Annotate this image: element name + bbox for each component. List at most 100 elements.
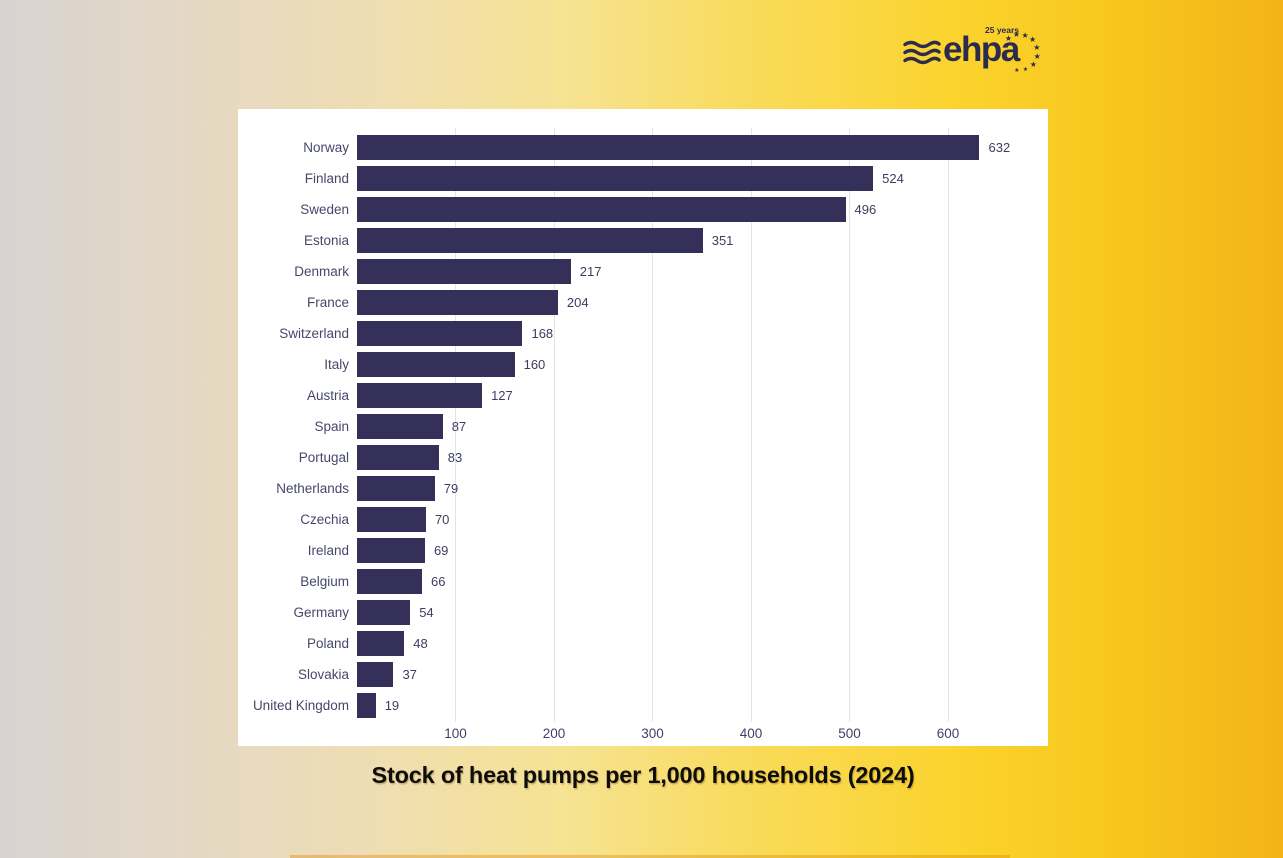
value-label: 70 xyxy=(434,512,450,527)
waves-icon xyxy=(903,40,941,71)
gridline xyxy=(455,128,457,722)
chart-row: Netherlands 79 xyxy=(238,473,1048,504)
value-label: 496 xyxy=(854,202,877,217)
category-label: United Kingdom xyxy=(252,698,349,713)
category-label: Denmark xyxy=(294,264,349,279)
bar xyxy=(357,476,435,501)
value-label: 69 xyxy=(433,543,449,558)
bar xyxy=(357,507,426,532)
category-label: Estonia xyxy=(303,233,349,248)
chart-row: Poland 48 xyxy=(238,628,1048,659)
x-tick-label: 200 xyxy=(542,726,566,741)
value-label: 66 xyxy=(431,574,446,589)
value-label: 48 xyxy=(413,636,428,651)
category-label: Italy xyxy=(324,357,349,372)
star-icon: ★ xyxy=(1029,59,1037,69)
star-icon: ★ xyxy=(1012,30,1021,40)
plot-area: Norway 632 Finland 524 Sweden 496 Estonia 351 De… xyxy=(238,109,1048,746)
value-label: 127 xyxy=(491,388,513,403)
value-label: 87 xyxy=(451,419,467,434)
bar xyxy=(357,321,523,346)
category-label: Netherlands xyxy=(276,481,349,496)
star-icon: ★ xyxy=(1033,51,1041,61)
x-tick-label: 300 xyxy=(641,726,664,741)
chart-row: Czechia 70 xyxy=(238,504,1048,535)
bar xyxy=(357,166,874,191)
chart-row: Slovakia 37 xyxy=(238,659,1048,690)
bar xyxy=(357,228,703,253)
chart-row: Germany 54 xyxy=(238,597,1048,628)
bar xyxy=(357,693,376,718)
bar xyxy=(357,414,443,439)
bar xyxy=(357,662,394,687)
bar xyxy=(357,445,439,470)
chart-row: Belgium 66 xyxy=(238,566,1048,597)
category-label: Germany xyxy=(293,605,349,620)
category-label: Norway xyxy=(303,140,349,155)
bottom-edge-strip xyxy=(290,855,1010,858)
bar xyxy=(357,197,846,222)
category-label: France xyxy=(306,295,349,310)
gridline xyxy=(849,128,851,722)
bar xyxy=(357,290,558,315)
bar xyxy=(357,600,411,625)
chart-row: Italy 160 xyxy=(238,349,1048,380)
bar xyxy=(357,135,980,160)
value-label: 19 xyxy=(384,698,400,713)
category-label: Belgium xyxy=(300,574,349,589)
chart-row: Portugal 83 xyxy=(238,442,1048,473)
bar xyxy=(357,569,422,594)
bar xyxy=(357,631,405,656)
bar xyxy=(357,259,571,284)
chart-row: France 204 xyxy=(238,287,1048,318)
value-label: 524 xyxy=(882,171,904,186)
x-tick-label: 400 xyxy=(739,726,763,741)
chart-card: Norway 632 Finland 524 Sweden 496 Estonia 351 De… xyxy=(238,109,1048,746)
ehpa-logo: ehpa 25 years ★ ★ ★ ★ ★ ★ ★ ★ ★ xyxy=(903,24,1043,76)
star-icon: ★ xyxy=(1022,66,1029,73)
value-label: 79 xyxy=(443,481,459,496)
logo-anniversary-text: 25 years xyxy=(985,25,1020,35)
value-label: 83 xyxy=(447,450,463,465)
chart-row: Norway 632 xyxy=(238,132,1048,163)
gridline xyxy=(947,128,949,722)
category-label: Ireland xyxy=(307,543,349,558)
bar xyxy=(357,352,515,377)
value-label: 37 xyxy=(402,667,417,682)
value-label: 160 xyxy=(523,357,546,372)
x-tick-label: 500 xyxy=(838,726,861,741)
category-label: Sweden xyxy=(300,202,349,217)
category-label: Slovakia xyxy=(297,667,349,682)
value-label: 632 xyxy=(988,140,1011,155)
chart-row: Ireland 69 xyxy=(238,535,1048,566)
chart-row: United Kingdom 19 xyxy=(238,690,1048,721)
chart-row: Finland 524 xyxy=(238,163,1048,194)
star-icon: ★ xyxy=(1014,67,1020,74)
bar-rows: Norway 632 Finland 524 Sweden 496 Estonia 351 De… xyxy=(238,132,1048,721)
category-label: Austria xyxy=(306,388,349,403)
star-icon: ★ xyxy=(1021,30,1029,40)
value-label: 204 xyxy=(566,295,589,310)
gridline xyxy=(750,128,752,722)
value-label: 217 xyxy=(579,264,602,279)
star-icon: ★ xyxy=(1004,33,1013,43)
value-label: 54 xyxy=(419,605,434,620)
chart-row: Austria 127 xyxy=(238,380,1048,411)
category-label: Switzerland xyxy=(279,326,349,341)
star-icon: ★ xyxy=(1033,43,1041,53)
category-label: Portugal xyxy=(298,450,349,465)
x-tick-label: 600 xyxy=(936,726,960,741)
category-label: Czechia xyxy=(300,512,349,527)
gridline xyxy=(652,128,654,722)
chart-row: Denmark 217 xyxy=(238,256,1048,287)
chart-row: Estonia 351 xyxy=(238,225,1048,256)
category-label: Finland xyxy=(304,171,349,186)
chart-row: Spain 87 xyxy=(238,411,1048,442)
x-tick-label: 100 xyxy=(444,726,467,741)
value-label: 351 xyxy=(711,233,734,248)
star-icon: ★ xyxy=(1028,35,1037,45)
chart-row: Switzerland 168 xyxy=(238,318,1048,349)
gridline xyxy=(553,128,555,722)
bar xyxy=(357,383,483,408)
